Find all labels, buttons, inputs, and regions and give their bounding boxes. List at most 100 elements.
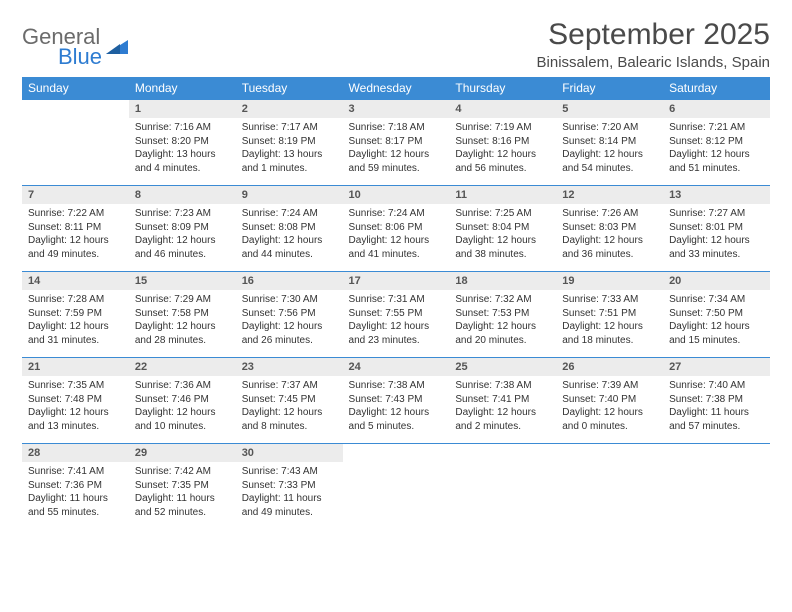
sunset-text: Sunset: 7:58 PM <box>135 307 230 321</box>
sunrise-text: Sunrise: 7:16 AM <box>135 121 230 135</box>
sunrise-text: Sunrise: 7:42 AM <box>135 465 230 479</box>
day-info: Sunrise: 7:19 AMSunset: 8:16 PMDaylight:… <box>449 118 556 179</box>
sunset-text: Sunset: 8:20 PM <box>135 135 230 149</box>
daylight-line2: and 20 minutes. <box>455 334 550 348</box>
calendar-day-cell: 14Sunrise: 7:28 AMSunset: 7:59 PMDayligh… <box>22 272 129 358</box>
sunrise-text: Sunrise: 7:21 AM <box>669 121 764 135</box>
day-info: Sunrise: 7:20 AMSunset: 8:14 PMDaylight:… <box>556 118 663 179</box>
sunset-text: Sunset: 7:55 PM <box>349 307 444 321</box>
sunset-text: Sunset: 8:01 PM <box>669 221 764 235</box>
weekday-header: Sunday <box>22 77 129 100</box>
day-number: 24 <box>343 358 450 376</box>
sunset-text: Sunset: 7:50 PM <box>669 307 764 321</box>
day-info: Sunrise: 7:24 AMSunset: 8:08 PMDaylight:… <box>236 204 343 265</box>
weekday-header-row: Sunday Monday Tuesday Wednesday Thursday… <box>22 77 770 100</box>
daylight-line1: Daylight: 12 hours <box>349 234 444 248</box>
daylight-line1: Daylight: 12 hours <box>455 148 550 162</box>
day-number: 4 <box>449 100 556 118</box>
day-number: 26 <box>556 358 663 376</box>
day-number: 8 <box>129 186 236 204</box>
daylight-line1: Daylight: 12 hours <box>562 320 657 334</box>
calendar-day-cell: 1Sunrise: 7:16 AMSunset: 8:20 PMDaylight… <box>129 100 236 186</box>
day-info: Sunrise: 7:29 AMSunset: 7:58 PMDaylight:… <box>129 290 236 351</box>
sunrise-text: Sunrise: 7:41 AM <box>28 465 123 479</box>
sunrise-text: Sunrise: 7:31 AM <box>349 293 444 307</box>
day-info: Sunrise: 7:23 AMSunset: 8:09 PMDaylight:… <box>129 204 236 265</box>
daylight-line1: Daylight: 12 hours <box>455 234 550 248</box>
day-number: 9 <box>236 186 343 204</box>
daylight-line2: and 0 minutes. <box>562 420 657 434</box>
calendar-week-row: 21Sunrise: 7:35 AMSunset: 7:48 PMDayligh… <box>22 358 770 444</box>
calendar-day-cell: 3Sunrise: 7:18 AMSunset: 8:17 PMDaylight… <box>343 100 450 186</box>
daylight-line2: and 59 minutes. <box>349 162 444 176</box>
calendar-day-cell: 13Sunrise: 7:27 AMSunset: 8:01 PMDayligh… <box>663 186 770 272</box>
sunrise-text: Sunrise: 7:19 AM <box>455 121 550 135</box>
sunrise-text: Sunrise: 7:30 AM <box>242 293 337 307</box>
calendar-day-cell: 29Sunrise: 7:42 AMSunset: 7:35 PMDayligh… <box>129 444 236 530</box>
calendar-day-cell: 16Sunrise: 7:30 AMSunset: 7:56 PMDayligh… <box>236 272 343 358</box>
sunrise-text: Sunrise: 7:37 AM <box>242 379 337 393</box>
daylight-line1: Daylight: 12 hours <box>349 148 444 162</box>
calendar-day-cell: 24Sunrise: 7:38 AMSunset: 7:43 PMDayligh… <box>343 358 450 444</box>
daylight-line1: Daylight: 12 hours <box>562 234 657 248</box>
day-number: 10 <box>343 186 450 204</box>
calendar-day-cell: 20Sunrise: 7:34 AMSunset: 7:50 PMDayligh… <box>663 272 770 358</box>
daylight-line2: and 41 minutes. <box>349 248 444 262</box>
sunrise-text: Sunrise: 7:24 AM <box>242 207 337 221</box>
day-number: 12 <box>556 186 663 204</box>
sunrise-text: Sunrise: 7:25 AM <box>455 207 550 221</box>
daylight-line1: Daylight: 13 hours <box>242 148 337 162</box>
calendar-day-cell: 22Sunrise: 7:36 AMSunset: 7:46 PMDayligh… <box>129 358 236 444</box>
weekday-header: Monday <box>129 77 236 100</box>
day-number: 13 <box>663 186 770 204</box>
sunset-text: Sunset: 7:51 PM <box>562 307 657 321</box>
daylight-line2: and 23 minutes. <box>349 334 444 348</box>
calendar-day-cell: 21Sunrise: 7:35 AMSunset: 7:48 PMDayligh… <box>22 358 129 444</box>
brand-line2: Blue <box>58 46 102 68</box>
calendar-week-row: 7Sunrise: 7:22 AMSunset: 8:11 PMDaylight… <box>22 186 770 272</box>
day-info: Sunrise: 7:26 AMSunset: 8:03 PMDaylight:… <box>556 204 663 265</box>
calendar-day-cell <box>556 444 663 530</box>
sunset-text: Sunset: 8:03 PM <box>562 221 657 235</box>
day-info: Sunrise: 7:16 AMSunset: 8:20 PMDaylight:… <box>129 118 236 179</box>
daylight-line2: and 54 minutes. <box>562 162 657 176</box>
day-info: Sunrise: 7:21 AMSunset: 8:12 PMDaylight:… <box>663 118 770 179</box>
daylight-line2: and 26 minutes. <box>242 334 337 348</box>
day-number: 21 <box>22 358 129 376</box>
daylight-line1: Daylight: 12 hours <box>135 320 230 334</box>
sunset-text: Sunset: 8:04 PM <box>455 221 550 235</box>
weekday-header: Friday <box>556 77 663 100</box>
sunset-text: Sunset: 7:53 PM <box>455 307 550 321</box>
daylight-line2: and 44 minutes. <box>242 248 337 262</box>
daylight-line1: Daylight: 12 hours <box>242 234 337 248</box>
calendar-day-cell: 6Sunrise: 7:21 AMSunset: 8:12 PMDaylight… <box>663 100 770 186</box>
sunset-text: Sunset: 7:41 PM <box>455 393 550 407</box>
sunrise-text: Sunrise: 7:35 AM <box>28 379 123 393</box>
sunrise-text: Sunrise: 7:32 AM <box>455 293 550 307</box>
daylight-line1: Daylight: 11 hours <box>135 492 230 506</box>
daylight-line1: Daylight: 11 hours <box>242 492 337 506</box>
daylight-line1: Daylight: 12 hours <box>135 234 230 248</box>
daylight-line1: Daylight: 12 hours <box>242 406 337 420</box>
calendar-week-row: 1Sunrise: 7:16 AMSunset: 8:20 PMDaylight… <box>22 100 770 186</box>
sunset-text: Sunset: 7:35 PM <box>135 479 230 493</box>
daylight-line2: and 8 minutes. <box>242 420 337 434</box>
sunset-text: Sunset: 8:12 PM <box>669 135 764 149</box>
sunset-text: Sunset: 8:06 PM <box>349 221 444 235</box>
day-info: Sunrise: 7:34 AMSunset: 7:50 PMDaylight:… <box>663 290 770 351</box>
sunrise-text: Sunrise: 7:38 AM <box>349 379 444 393</box>
day-info: Sunrise: 7:24 AMSunset: 8:06 PMDaylight:… <box>343 204 450 265</box>
sunrise-text: Sunrise: 7:43 AM <box>242 465 337 479</box>
day-number: 1 <box>129 100 236 118</box>
day-info: Sunrise: 7:32 AMSunset: 7:53 PMDaylight:… <box>449 290 556 351</box>
day-number: 28 <box>22 444 129 462</box>
day-number: 22 <box>129 358 236 376</box>
calendar-day-cell: 9Sunrise: 7:24 AMSunset: 8:08 PMDaylight… <box>236 186 343 272</box>
day-info: Sunrise: 7:27 AMSunset: 8:01 PMDaylight:… <box>663 204 770 265</box>
day-number: 19 <box>556 272 663 290</box>
day-info: Sunrise: 7:42 AMSunset: 7:35 PMDaylight:… <box>129 462 236 523</box>
sunrise-text: Sunrise: 7:39 AM <box>562 379 657 393</box>
daylight-line2: and 51 minutes. <box>669 162 764 176</box>
daylight-line2: and 33 minutes. <box>669 248 764 262</box>
day-number: 30 <box>236 444 343 462</box>
